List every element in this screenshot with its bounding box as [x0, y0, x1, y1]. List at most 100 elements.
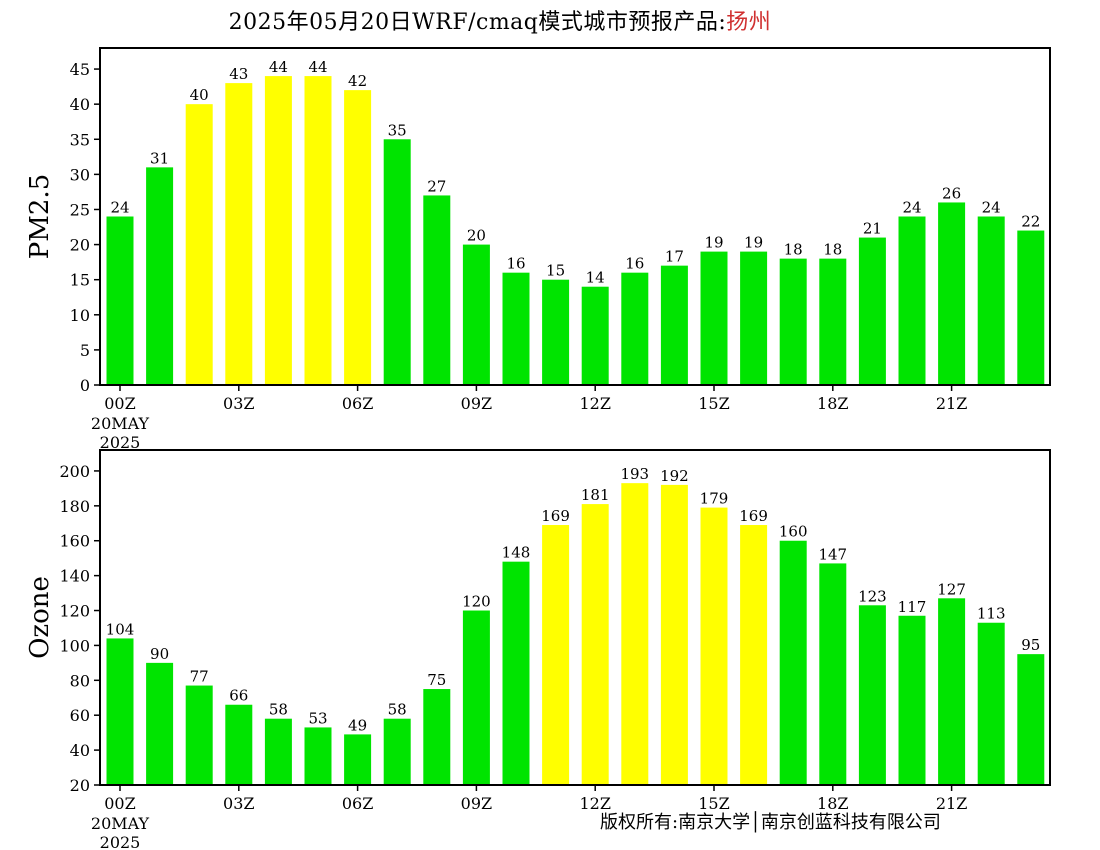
x-tick-sublabel: 2025: [100, 433, 141, 452]
bar: [502, 272, 530, 385]
bar-value-label: 44: [308, 58, 327, 76]
bar-value-label: 19: [744, 234, 763, 252]
bar-value-label: 104: [106, 620, 135, 638]
y-tick-label: 15: [70, 271, 90, 290]
bar-value-label: 20: [467, 227, 486, 245]
y-tick-label: 140: [59, 567, 90, 586]
y-tick-label: 60: [70, 706, 90, 725]
bar-value-label: 40: [190, 86, 209, 104]
bar-value-label: 22: [1021, 213, 1040, 231]
bar-value-label: 123: [858, 587, 887, 605]
bar: [938, 598, 966, 785]
bar: [542, 279, 570, 385]
bar-value-label: 24: [110, 199, 129, 217]
y-tick-label: 20: [70, 236, 90, 255]
bar: [146, 662, 174, 785]
x-tick-label: 15Z: [698, 794, 729, 813]
bar-value-label: 49: [348, 716, 367, 734]
bar-value-label: 148: [502, 544, 531, 562]
y-tick-label: 25: [70, 200, 90, 219]
bar: [1017, 654, 1045, 785]
bar-value-label: 27: [427, 177, 446, 195]
title-city: 扬州: [726, 10, 772, 35]
y-tick-label: 0: [80, 376, 90, 395]
bar-value-label: 58: [269, 701, 288, 719]
y-axis-label: PM2.5: [25, 174, 55, 259]
bar: [225, 83, 253, 386]
bar-value-label: 77: [190, 668, 209, 686]
bar: [700, 507, 728, 785]
x-tick-label: 03Z: [223, 394, 254, 413]
bar-value-label: 17: [665, 248, 684, 266]
y-tick-label: 5: [80, 341, 90, 360]
bar: [185, 685, 213, 785]
x-tick-label: 12Z: [579, 794, 610, 813]
bar: [462, 610, 490, 785]
bar: [383, 718, 411, 785]
bar-value-label: 24: [982, 199, 1001, 217]
bar-value-label: 193: [620, 465, 649, 483]
bar: [146, 167, 174, 385]
bar-value-label: 19: [704, 234, 723, 252]
chart-title: 2025年05月20日WRF/cmaq模式城市预报产品:扬州: [0, 4, 1000, 36]
bar-value-label: 16: [506, 255, 525, 273]
x-tick-label: 09Z: [461, 394, 492, 413]
bar: [462, 244, 490, 385]
bar-value-label: 95: [1021, 636, 1040, 654]
y-tick-label: 160: [59, 532, 90, 551]
bar-value-label: 192: [660, 467, 689, 485]
x-tick-sublabel: 20MAY: [91, 414, 150, 433]
copyright-footer: 版权所有:南京大学│南京创蓝科技有限公司: [600, 812, 941, 833]
x-tick-label: 03Z: [223, 794, 254, 813]
bar: [819, 258, 847, 385]
x-tick-label: 12Z: [579, 394, 610, 413]
bar: [581, 504, 609, 785]
bar: [502, 561, 530, 785]
x-tick-label: 06Z: [342, 394, 373, 413]
bar-value-label: 26: [942, 184, 961, 202]
bar: [779, 258, 807, 385]
bar-value-label: 18: [823, 241, 842, 259]
x-tick-label: 21Z: [936, 794, 967, 813]
x-tick-sublabel: 2025: [100, 833, 141, 850]
y-tick-label: 120: [59, 602, 90, 621]
y-tick-label: 200: [59, 462, 90, 481]
y-tick-label: 40: [70, 741, 90, 760]
bar-value-label: 75: [427, 671, 446, 689]
x-tick-label: 00Z: [104, 794, 135, 813]
bar-value-label: 43: [229, 65, 248, 83]
bar: [344, 90, 372, 385]
bar: [819, 563, 847, 785]
bar: [106, 638, 134, 785]
bar: [660, 484, 688, 785]
bar: [938, 202, 966, 385]
bar: [423, 195, 451, 385]
bar: [304, 76, 332, 385]
bar-value-label: 24: [902, 199, 921, 217]
bar: [740, 525, 768, 785]
y-tick-label: 45: [70, 60, 90, 79]
bar: [858, 237, 886, 385]
bar-value-label: 44: [269, 58, 288, 76]
bar: [423, 689, 451, 785]
y-tick-label: 180: [59, 497, 90, 516]
x-tick-sublabel: 20MAY: [91, 814, 150, 833]
bar-value-label: 58: [388, 701, 407, 719]
x-tick-label: 15Z: [698, 394, 729, 413]
bar-value-label: 53: [308, 709, 327, 727]
bar-value-label: 14: [586, 269, 605, 287]
x-tick-label: 21Z: [936, 394, 967, 413]
bar: [898, 615, 926, 785]
bar-value-label: 169: [541, 507, 570, 525]
x-tick-label: 06Z: [342, 794, 373, 813]
bar-value-label: 181: [581, 486, 610, 504]
y-tick-label: 35: [70, 130, 90, 149]
bar: [898, 216, 926, 385]
bar-value-label: 15: [546, 262, 565, 280]
bar-value-label: 179: [700, 490, 729, 508]
bar-value-label: 21: [863, 220, 882, 238]
bar: [858, 605, 886, 785]
bar-value-label: 169: [739, 507, 768, 525]
bar: [383, 139, 411, 385]
plot-frame: [99, 449, 1051, 786]
